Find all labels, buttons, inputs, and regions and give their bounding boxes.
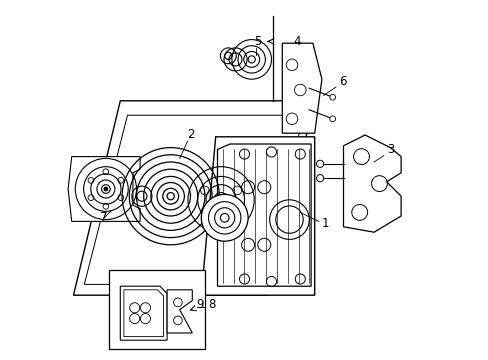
Polygon shape (343, 135, 400, 232)
Text: 1: 1 (321, 217, 329, 230)
Polygon shape (73, 101, 314, 295)
Text: 6: 6 (338, 75, 346, 87)
Text: 2: 2 (187, 127, 195, 140)
Circle shape (329, 116, 335, 122)
Circle shape (316, 175, 323, 182)
Polygon shape (120, 286, 167, 340)
Polygon shape (201, 137, 314, 295)
Text: 7: 7 (101, 211, 108, 224)
Circle shape (316, 160, 323, 167)
Circle shape (104, 188, 107, 190)
Polygon shape (282, 43, 321, 133)
Polygon shape (217, 144, 310, 286)
Text: 4: 4 (293, 35, 301, 48)
Text: 8: 8 (207, 298, 215, 311)
Circle shape (329, 94, 335, 100)
Text: 3: 3 (386, 143, 393, 156)
Circle shape (201, 194, 247, 241)
Text: 9: 9 (196, 298, 203, 311)
Polygon shape (68, 157, 140, 221)
Text: 5: 5 (254, 35, 262, 48)
Bar (109, 270, 204, 349)
Polygon shape (167, 290, 192, 333)
